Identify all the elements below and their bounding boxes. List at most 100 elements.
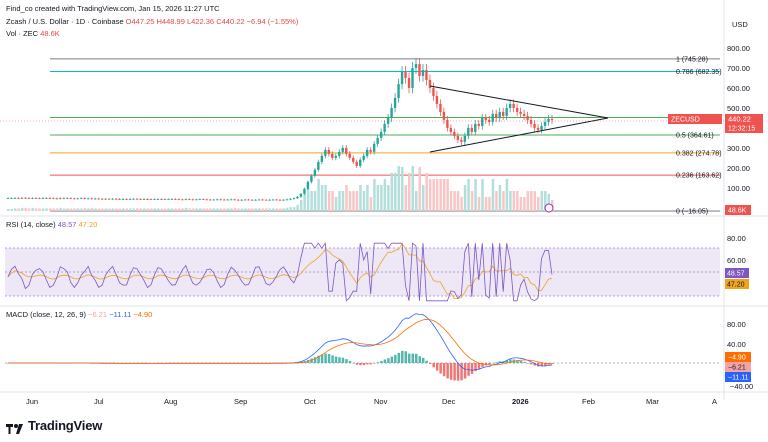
volume-bar <box>209 208 212 211</box>
volume-label: Vol · ZEC <box>6 29 39 38</box>
volume-bar <box>373 179 376 211</box>
macd-hist-bar <box>345 359 348 363</box>
candle-body <box>55 198 59 200</box>
macd-hist-bar <box>540 363 544 367</box>
time-tick-label: 2026 <box>512 397 529 406</box>
open-value: O447.25 <box>125 17 155 26</box>
time-tick-label: Oct <box>304 397 317 406</box>
volume-bar <box>540 191 544 211</box>
volume-bar <box>299 200 303 211</box>
macd-hist-bar <box>390 356 394 363</box>
macd-hist-bar <box>380 360 383 363</box>
candle-body <box>338 151 341 156</box>
macd-hist-bar <box>341 357 345 363</box>
volume-bar <box>338 191 341 211</box>
candle-body <box>526 115 529 120</box>
symbol-tag-text: ZECUSD <box>671 117 700 124</box>
candle-body <box>132 198 135 200</box>
chart-credit: Find_co created with TradingView.com, Ja… <box>6 4 220 13</box>
volume-bar <box>31 207 34 211</box>
macd-hist-bar <box>408 353 411 363</box>
symbol-tag-box <box>668 114 722 124</box>
macd-hist-bar <box>404 351 408 363</box>
macd-hist-bar <box>439 363 442 374</box>
candle-body <box>327 149 331 154</box>
candle-body <box>460 139 463 142</box>
current-price-box <box>725 114 763 133</box>
volume-bar <box>376 185 380 211</box>
volume-bar <box>460 197 463 211</box>
volume-bar <box>310 191 313 211</box>
volume-bar <box>533 191 537 211</box>
volume-bar <box>275 208 278 211</box>
candle-body <box>404 71 407 78</box>
macd-hist-bar <box>544 363 547 366</box>
candle-body <box>34 198 38 199</box>
volume-bar <box>205 208 209 211</box>
candle-body <box>515 107 519 112</box>
candle-body <box>73 198 76 200</box>
volume-bar <box>425 173 428 211</box>
candle-body <box>442 111 446 120</box>
candle-body <box>268 199 271 201</box>
candle-body <box>111 198 114 200</box>
candle-body <box>250 199 254 201</box>
macd-hist-value: −6.21 <box>88 310 108 319</box>
macd-tick-label: −40.00 <box>730 382 753 391</box>
volume-bar <box>244 208 247 211</box>
candle-body <box>359 159 362 166</box>
volume-bar <box>519 197 523 211</box>
macd-hist-bar <box>338 357 341 363</box>
candle-body <box>477 123 480 126</box>
rsi-value: 48.57 <box>57 220 77 229</box>
candle-body <box>453 131 456 136</box>
volume-bar <box>163 208 167 211</box>
volume-bar <box>477 197 481 211</box>
volume-bar <box>401 167 404 211</box>
candle-body <box>114 198 118 200</box>
volume-bar <box>453 191 456 211</box>
candle-body <box>195 199 198 201</box>
candle-body <box>418 63 421 76</box>
candle-body <box>38 198 41 200</box>
volume-bar <box>156 208 160 211</box>
candle-body <box>31 198 34 199</box>
candle-body <box>456 135 460 140</box>
volume-bar <box>20 207 24 211</box>
candle-body <box>522 113 526 116</box>
volume-bar <box>369 197 373 211</box>
volume-bar <box>397 166 401 211</box>
macd-hist-bar <box>313 357 317 363</box>
candle-body <box>10 198 13 200</box>
volume-bar <box>512 191 516 211</box>
time-tick-label: A <box>712 397 717 406</box>
candle-body <box>379 131 383 138</box>
volume-bar <box>359 185 362 211</box>
rsi-ma-value-box <box>725 279 749 289</box>
volume-bar <box>526 191 530 211</box>
volume-bar <box>432 179 435 211</box>
candle-body <box>425 69 428 80</box>
volume-bar <box>313 191 317 211</box>
macd-hist-bar <box>488 363 491 365</box>
macd-tick-label: 80.00 <box>727 320 746 329</box>
candle-body <box>41 198 45 200</box>
candle-body <box>184 199 188 201</box>
volume-bar <box>306 188 310 211</box>
rsi-value-text: 48.57 <box>727 271 745 278</box>
candle-body <box>125 199 128 200</box>
candle-body <box>386 117 390 124</box>
candle-body <box>491 113 494 122</box>
volume-bar <box>69 208 73 211</box>
macd-hist-bar <box>394 354 397 363</box>
candle-body <box>202 199 205 201</box>
macd-value-box <box>725 352 751 362</box>
macd-hist-bar <box>498 361 502 363</box>
candle-body <box>470 127 473 132</box>
candle-body <box>362 155 365 160</box>
volume-bar <box>62 208 66 211</box>
candle-body <box>90 198 93 200</box>
volume-bar <box>55 208 59 211</box>
candle-body <box>508 103 512 108</box>
